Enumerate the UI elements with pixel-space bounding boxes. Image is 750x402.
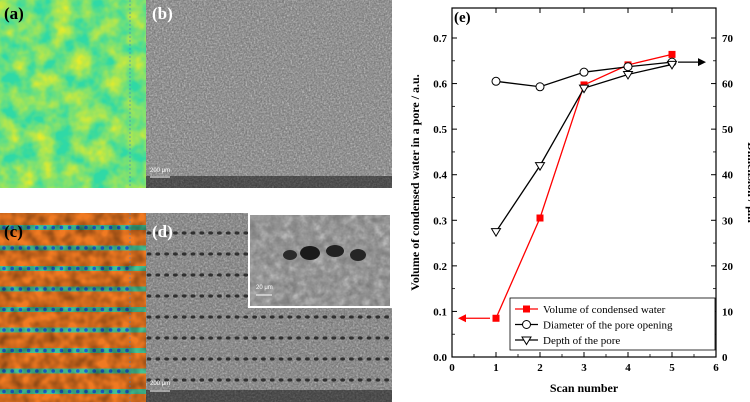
legend-entry: Depth of the pore <box>543 335 620 347</box>
data-point <box>579 67 589 77</box>
data-point <box>578 84 590 94</box>
legend-marker <box>523 305 530 313</box>
legend-marker <box>522 320 531 329</box>
legend-box <box>509 297 716 351</box>
y-right-tick-label: 30 <box>722 215 734 227</box>
y-left-tick-label: 0.4 <box>433 170 447 182</box>
y-left-tick-label: 0.2 <box>433 261 447 273</box>
data-point <box>490 228 502 238</box>
y-left-axis-label: Volume of condensed water in a pore / a.… <box>408 74 422 290</box>
y-right-tick-label: 70 <box>722 33 734 45</box>
y-left-tick-label: 0.6 <box>433 79 447 91</box>
panel-a-color-map: (a) <box>0 0 146 188</box>
x-tick-label: 0 <box>449 362 455 374</box>
x-tick-label: 3 <box>581 362 587 374</box>
x-tick-label: 2 <box>537 362 543 374</box>
y-right-axis-label: Dimension / μm <box>745 142 750 223</box>
series-line-0 <box>495 53 673 319</box>
right-axis-arrow-head <box>698 58 706 67</box>
color-map-c-stripes <box>0 213 146 402</box>
x-axis-label: Scan number <box>550 381 619 395</box>
data-point <box>623 62 633 72</box>
panel-b-scale-bar-label: 200 μm <box>150 168 171 174</box>
inset-texture <box>250 215 390 306</box>
y-right-tick-label: 40 <box>722 170 734 182</box>
data-point <box>535 82 545 92</box>
panel-d-inset: 20 μm <box>248 213 392 308</box>
y-right-tick-label: 60 <box>722 79 734 91</box>
x-tick-label: 4 <box>625 362 631 374</box>
panel-d-scale-bar-label: 200 μm <box>150 381 171 387</box>
color-map-a-texture <box>0 0 146 188</box>
y-left-tick-label: 0.0 <box>433 352 447 364</box>
data-point <box>666 60 678 70</box>
y-left-tick-label: 0.5 <box>433 124 447 136</box>
data-point <box>491 76 501 86</box>
legend-entry: Volume of condensed water <box>543 304 666 316</box>
panel-b-sem-image: (b) 200 μm <box>146 0 392 188</box>
panel-d-sem-image: (d) 200 μm 20 μm <box>146 213 392 402</box>
left-axis-arrow-head <box>458 314 466 323</box>
data-point <box>534 162 546 172</box>
legend-marker <box>521 336 532 346</box>
x-tick-label: 1 <box>493 362 499 374</box>
y-right-tick-label: 20 <box>722 261 734 273</box>
panel-c-color-map: (c) <box>0 213 146 402</box>
panel-d-label: (d) <box>152 222 173 241</box>
sem-b-texture <box>146 0 392 188</box>
data-point <box>536 214 544 222</box>
data-point <box>492 314 500 322</box>
panel-b-label: (b) <box>152 4 173 23</box>
y-left-tick-label: 0.3 <box>433 215 447 227</box>
y-left-tick-label: 0.1 <box>433 306 447 318</box>
panel-a-label: (a) <box>4 4 24 23</box>
panel-c-label: (c) <box>4 222 23 241</box>
line-chart: 0 1 2 3 4 5 6 0.0 0.1 0.2 0.3 0.4 0.5 0.6 0.7 0 10 20 30 40… <box>408 7 750 395</box>
x-tick-label: 5 <box>669 362 675 374</box>
y-right-tick-label: 10 <box>722 306 734 318</box>
x-tick-label: 6 <box>713 362 719 374</box>
legend: Volume of condensed water Diameter of the… <box>509 297 716 351</box>
inset-scale-bar-label: 20 μm <box>256 285 273 291</box>
data-point <box>622 70 634 80</box>
data-point <box>668 50 676 58</box>
y-left-tick-label: 0.7 <box>433 33 447 45</box>
legend-entry: Diameter of the pore opening <box>543 320 673 332</box>
y-right-tick-label: 50 <box>722 124 734 136</box>
panel-e-label: (e) <box>454 10 471 26</box>
y-right-tick-label: 0 <box>722 352 728 364</box>
